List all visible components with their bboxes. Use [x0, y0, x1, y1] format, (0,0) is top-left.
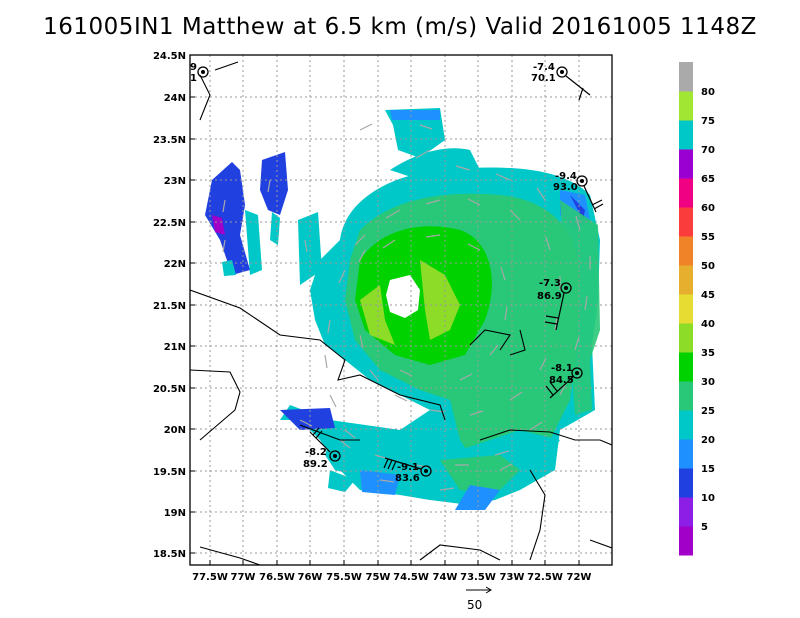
lon-tick-label: 73.5W	[460, 572, 496, 583]
lat-tick-label: 18.5N	[153, 549, 186, 560]
station-label: 93.0	[553, 182, 578, 193]
colorbar-segment	[679, 294, 693, 324]
station-label: 9	[190, 62, 197, 73]
reference-arrow	[466, 586, 492, 594]
colorbar-label: 20	[701, 435, 715, 446]
station-label: 83.6	[395, 473, 420, 484]
lon-tick-label: 74W	[433, 572, 458, 583]
colorbar-segment	[679, 439, 693, 469]
colorbar-segment	[679, 149, 693, 179]
stations: 9 1 -7.4 70.1 -9.4 93.0 -7.3 86.9 -8.1 8…	[190, 62, 604, 484]
lat-tick-label: 19.5N	[153, 467, 186, 478]
lon-tick-label: 76.5W	[259, 572, 295, 583]
lat-tick-label: 23.5N	[153, 135, 186, 146]
colorbar-segment	[679, 410, 693, 440]
grid-lines	[190, 54, 612, 565]
colorbar-segment	[679, 207, 693, 237]
lon-tick-label: 77W	[231, 572, 256, 583]
lat-tick-label: 21N	[164, 342, 186, 353]
lon-tick-label: 74.5W	[393, 572, 429, 583]
colorbar-label: 35	[701, 348, 715, 359]
colorbar-segment	[679, 178, 693, 208]
station-label: 84.5	[549, 375, 574, 386]
colorbar-segment	[679, 323, 693, 353]
colorbar-segment	[679, 352, 693, 382]
colorbar-segment	[679, 526, 693, 556]
station-label: -7.4	[533, 62, 555, 73]
colorbar-segment	[679, 236, 693, 266]
station-marker: -8.2 89.2	[303, 427, 341, 470]
station-label: -7.3	[539, 278, 561, 289]
lon-tick-label: 77.5W	[192, 572, 228, 583]
lon-tick-label: 75W	[366, 572, 391, 583]
page-title: 161005IN1 Matthew at 6.5 km (m/s) Valid …	[43, 14, 757, 40]
colorbar-label: 65	[701, 174, 715, 185]
colorbar-label: 55	[701, 232, 715, 243]
lat-tick-label: 20.5N	[153, 384, 186, 395]
station-marker: -9.4 93.0	[553, 171, 604, 213]
colorbar-segment	[679, 120, 693, 150]
colorbar-label: 5	[701, 522, 708, 533]
station-marker: 9 1	[190, 62, 209, 84]
lat-tick-label: 24N	[164, 93, 186, 104]
colorbar-label: 30	[701, 377, 715, 388]
station-marker: -9.1 83.6	[383, 457, 432, 484]
station-label: 86.9	[537, 291, 562, 302]
wind-swath	[205, 108, 600, 510]
station-marker: -7.3 86.9	[537, 278, 572, 331]
station-label: 70.1	[531, 73, 556, 84]
reference-vector-label: 50	[467, 598, 483, 612]
station-marker: -8.1 84.5	[545, 363, 583, 399]
colorbar-label: 80	[701, 87, 715, 98]
colorbar-segment	[679, 468, 693, 498]
colorbar-segment	[679, 497, 693, 527]
colorbar-segment	[679, 62, 693, 92]
lat-tick-label: 20N	[164, 425, 186, 436]
lat-tick-label: 21.5N	[153, 301, 186, 312]
colorbar-label: 15	[701, 464, 715, 475]
colorbar: 5 10 15 20 25 30 35 40 45 50 55 60 65 70 75 80	[679, 62, 715, 556]
station-label: -8.1	[551, 363, 573, 374]
station-label: -8.2	[305, 447, 327, 458]
colorbar-label: 45	[701, 290, 715, 301]
colorbar-label: 60	[701, 203, 715, 214]
wind-vectors	[222, 123, 591, 491]
lat-tick-label: 19N	[164, 508, 186, 519]
colorbar-label: 10	[701, 493, 715, 504]
colorbar-label: 25	[701, 406, 715, 417]
colorbar-segment	[679, 91, 693, 121]
colorbar-segment	[679, 381, 693, 411]
colorbar-label: 70	[701, 145, 715, 156]
colorbar-segment	[679, 265, 693, 295]
station-marker: -7.4 70.1	[531, 62, 591, 101]
lat-tick-label: 22.5N	[153, 218, 186, 229]
station-label: 89.2	[303, 459, 328, 470]
colorbar-label: 50	[701, 261, 715, 272]
lon-tick-label: 72.5W	[527, 572, 563, 583]
station-label: 1	[190, 73, 197, 84]
lon-tick-label: 73W	[500, 572, 525, 583]
map-frame	[189, 54, 613, 566]
lat-tick-label: 24.5N	[153, 51, 186, 62]
station-label: -9.4	[555, 171, 577, 182]
station-label: -9.1	[397, 462, 419, 473]
lon-tick-label: 72W	[567, 572, 592, 583]
lon-tick-label: 75.5W	[326, 572, 362, 583]
lon-tick-label: 76W	[298, 572, 323, 583]
colorbar-label: 75	[701, 116, 715, 127]
lat-tick-label: 23N	[164, 176, 186, 187]
axis-ticks: 77.5W 77W 76.5W 76W 75.5W 75W 74.5W 74W 73.5W 73W…	[153, 51, 592, 583]
lat-tick-label: 22N	[164, 259, 186, 270]
coastlines	[190, 61, 612, 565]
colorbar-label: 40	[701, 319, 715, 330]
